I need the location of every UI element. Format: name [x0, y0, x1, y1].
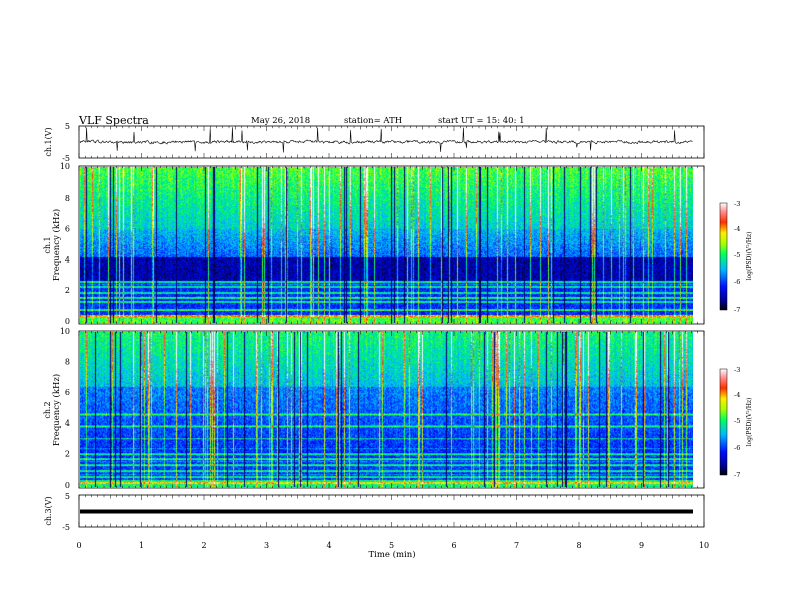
ch1-waveform-panel: 5 -5 ch.1(V) — [44, 122, 705, 163]
ch1-waveform-xticks — [78, 126, 705, 158]
ch1-spectrogram-ylabel: Frequency (kHz) — [51, 209, 62, 281]
time-axis-tick-9: 9 — [639, 541, 644, 550]
ch3-ytick-top: 5 — [65, 492, 70, 501]
ch2-colorbar-gradient — [719, 368, 728, 476]
ch1-ytick-4: 4 — [65, 255, 70, 264]
time-axis-tick-10: 10 — [699, 541, 709, 550]
ch1-spectrogram-heatmap — [80, 167, 693, 323]
ch1-cbar-tick-m4: -4 — [734, 225, 740, 233]
time-axis-tick-1: 1 — [139, 541, 144, 550]
ch1-ytick-6: 6 — [65, 225, 70, 234]
ch1-waveform-line — [79, 127, 693, 153]
ch1-colorbar: -3 -4 -5 -6 -7 log(PSD)(V²/Hz) — [719, 200, 753, 314]
ch2-ytick-6: 6 — [65, 388, 70, 397]
time-axis-tick-8: 8 — [576, 541, 581, 550]
ch1-ytick-0: 0 — [65, 317, 70, 326]
ch3-waveform-ylabel: ch.3(V) — [44, 496, 53, 525]
time-axis-tick-7: 7 — [514, 541, 519, 550]
station-label: station= ATH — [344, 116, 402, 126]
time-axis-tick-4: 4 — [326, 541, 331, 550]
time-axis-tick-2: 2 — [201, 541, 206, 550]
ch1-ytick-10: 10 — [60, 162, 70, 171]
time-axis-tick-0: 0 — [76, 541, 81, 550]
ch2-spectrogram-ticks — [78, 331, 705, 488]
ch2-cbar-tick-m6: -6 — [734, 444, 740, 452]
ch2-cbar-tick-m4: -4 — [734, 391, 740, 399]
ch2-cbar-tick-m7: -7 — [734, 471, 740, 479]
ch1-cbar-tick-m3: -3 — [734, 200, 740, 208]
ch2-colorbar: -3 -4 -5 -6 -7 log(PSD)(V²/Hz) — [719, 366, 753, 479]
ch2-cbar-tick-m3: -3 — [734, 366, 740, 374]
figure-title: VLF Spectra — [78, 114, 149, 127]
ch2-ytick-4: 4 — [65, 419, 70, 428]
ch1-spectrogram-panel: 10 8 6 4 2 0 ch.1 Frequency (kHz) — [43, 162, 705, 326]
ch2-ytick-8: 8 — [65, 358, 70, 367]
ch1-cbar-tick-m5: -5 — [734, 251, 740, 259]
ch2-spectrogram-ylabel: Frequency (kHz) — [51, 374, 62, 446]
ch2-ytick-0: 0 — [65, 481, 70, 490]
time-axis-tick-3: 3 — [264, 541, 269, 550]
ch3-ytick-bottom: -5 — [62, 523, 70, 532]
ch1-spectrogram-ticks — [78, 166, 705, 324]
ch1-cbar-tick-m6: -6 — [734, 278, 740, 286]
ch1-cbar-tick-m7: -7 — [734, 306, 740, 314]
date-label: May 26, 2018 — [251, 116, 310, 126]
ch2-spectrogram-yticks: 10 8 6 4 2 0 — [60, 327, 70, 490]
ch1-spectrogram-yticks: 10 8 6 4 2 0 — [60, 162, 70, 326]
ch2-colorbar-label: log(PSD)(V²/Hz) — [746, 398, 753, 447]
ch2-spectrogram-panel: 10 8 6 4 2 0 ch.2 Frequency (kHz) — [43, 327, 705, 490]
ch2-spectrogram-ylabel-channel: ch.2 — [43, 401, 52, 418]
ch2-spectrogram-heatmap — [80, 332, 693, 487]
ch1-ytick-bottom: -5 — [62, 154, 70, 163]
ch3-waveform-xticks — [78, 495, 705, 527]
ch1-ytick-2: 2 — [65, 286, 70, 295]
ch3-waveform-line — [80, 509, 693, 514]
ch2-cbar-tick-m5: -5 — [734, 417, 740, 425]
ch1-waveform-ylabel: ch.1(V) — [44, 127, 53, 156]
ch2-ytick-2: 2 — [65, 449, 70, 458]
ch1-colorbar-label: log(PSD)(V²/Hz) — [746, 232, 753, 281]
ch3-waveform-panel: 5 -5 ch.3(V) — [44, 492, 705, 532]
ch2-ytick-10: 10 — [60, 327, 70, 336]
time-axis-label: Time (min) — [368, 549, 415, 560]
ch1-ytick-8: 8 — [65, 194, 70, 203]
time-axis-tick-5: 5 — [389, 541, 394, 550]
ch1-colorbar-gradient — [719, 202, 728, 311]
ch1-ytick-top: 5 — [65, 122, 70, 131]
time-axis-tick-6: 6 — [451, 541, 456, 550]
time-axis-tick-labels: 0 1 2 3 4 5 6 7 8 9 10 — [76, 541, 709, 550]
ch1-spectrogram-ylabel-channel: ch.1 — [43, 236, 52, 253]
start-time-label: start UT = 15: 40: 1 — [438, 116, 525, 126]
